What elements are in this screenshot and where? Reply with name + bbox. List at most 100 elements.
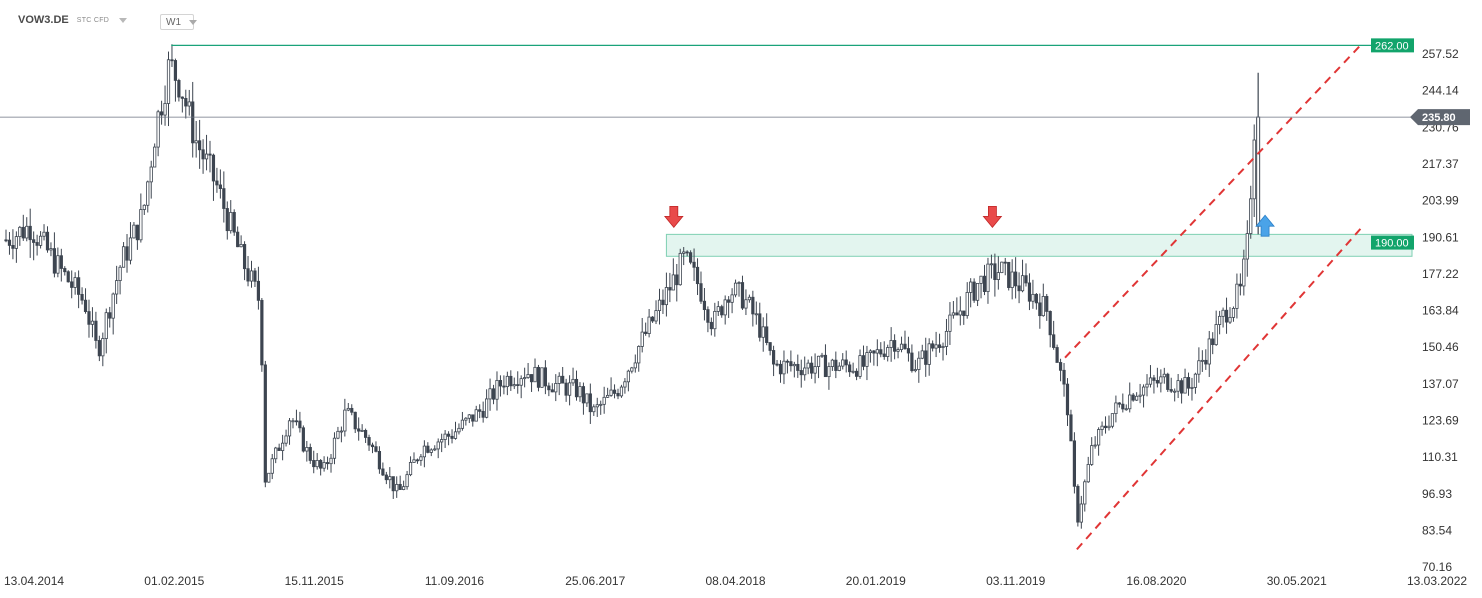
chart-header: VOW3.DE STC CFD: [18, 14, 128, 26]
candle-body: [644, 331, 648, 334]
candle-body: [592, 406, 596, 413]
candle-body: [671, 274, 675, 291]
candle-body: [291, 420, 295, 423]
candle: [1169, 377, 1173, 393]
candle-body: [1141, 386, 1146, 396]
candle-body: [803, 367, 807, 376]
candle-body: [298, 420, 302, 429]
candle: [837, 362, 841, 372]
candle: [1121, 393, 1125, 413]
x-tick-label: 16.08.2020: [1126, 574, 1186, 588]
timeframe-select[interactable]: W1: [160, 14, 197, 30]
candle: [685, 250, 689, 257]
candle-body: [550, 389, 554, 393]
symbol-dropdown-chevron-down-icon[interactable]: [119, 17, 128, 23]
candle-body: [146, 181, 150, 206]
candle: [398, 475, 402, 490]
candle-body: [1072, 440, 1077, 487]
candle-body: [1058, 362, 1063, 371]
candle-body: [796, 363, 800, 371]
candle-body: [1117, 402, 1121, 405]
candle: [1000, 261, 1004, 274]
candle-body: [564, 382, 568, 396]
candle: [128, 222, 133, 265]
candle: [488, 378, 492, 411]
candle: [965, 282, 969, 319]
candle-body: [139, 209, 143, 241]
candle-body: [322, 462, 326, 469]
candle: [270, 453, 274, 480]
candle: [236, 226, 240, 248]
candle: [1024, 263, 1028, 287]
candle: [754, 301, 758, 325]
candle: [1097, 427, 1101, 456]
candle-body: [1159, 376, 1163, 384]
candle-body: [782, 360, 786, 375]
candle-body: [837, 365, 841, 371]
candle: [284, 429, 288, 447]
candle: [408, 456, 413, 477]
candle-body: [215, 180, 219, 186]
candle-body: [657, 299, 662, 311]
candle-body: [336, 430, 340, 439]
candle: [208, 140, 212, 173]
candle-body: [879, 349, 883, 355]
support-zone-layer: [665, 233, 1413, 257]
candle: [599, 400, 603, 415]
candle: [944, 318, 949, 356]
candle: [689, 250, 693, 265]
candle: [177, 78, 181, 102]
candle-body: [941, 346, 945, 348]
candle-body: [405, 474, 409, 488]
candle: [204, 134, 209, 171]
candle: [18, 225, 22, 246]
candle-body: [723, 299, 727, 316]
candle: [1086, 456, 1090, 483]
candle-body: [1093, 444, 1097, 447]
candle: [747, 294, 751, 303]
candle-body: [623, 381, 627, 388]
candle-body: [14, 236, 18, 249]
candle-body: [204, 153, 209, 160]
candle: [785, 359, 790, 374]
candle-body: [523, 377, 527, 380]
candle-body: [882, 353, 886, 357]
candle-body: [1010, 271, 1014, 288]
candle: [104, 308, 108, 354]
candle: [616, 388, 620, 400]
candle: [1238, 273, 1242, 296]
candle: [692, 248, 696, 281]
y-tick-label: 177.22: [1422, 267, 1459, 281]
candle-body: [713, 310, 717, 330]
candle-body: [325, 462, 330, 465]
candle: [1235, 273, 1239, 319]
candle: [955, 297, 959, 316]
candle: [540, 367, 544, 388]
candle: [115, 265, 119, 304]
candle-body: [415, 459, 420, 462]
candle-body: [1024, 275, 1028, 284]
x-tick-label: 13.03.2022: [1407, 574, 1467, 588]
timeframe-chevron-down-icon: [189, 19, 197, 25]
candle: [979, 275, 983, 299]
timeframe-label: W1: [166, 16, 181, 28]
candle: [550, 383, 554, 393]
candle: [1218, 310, 1222, 335]
candle: [381, 462, 385, 477]
candle: [1231, 306, 1236, 322]
candle-body: [38, 235, 43, 246]
candle: [751, 290, 755, 327]
candle: [858, 349, 862, 379]
symbol-label: VOW3.DE: [18, 14, 69, 26]
candle: [557, 372, 561, 396]
candle: [1069, 409, 1073, 442]
candle: [70, 270, 74, 299]
candle-body: [965, 292, 969, 317]
candle-body: [1249, 198, 1253, 234]
y-tick-label: 150.46: [1422, 340, 1459, 354]
candle-body: [1003, 261, 1007, 264]
candle-body: [319, 460, 323, 469]
candle-body: [896, 349, 900, 352]
candle-body: [903, 343, 907, 349]
